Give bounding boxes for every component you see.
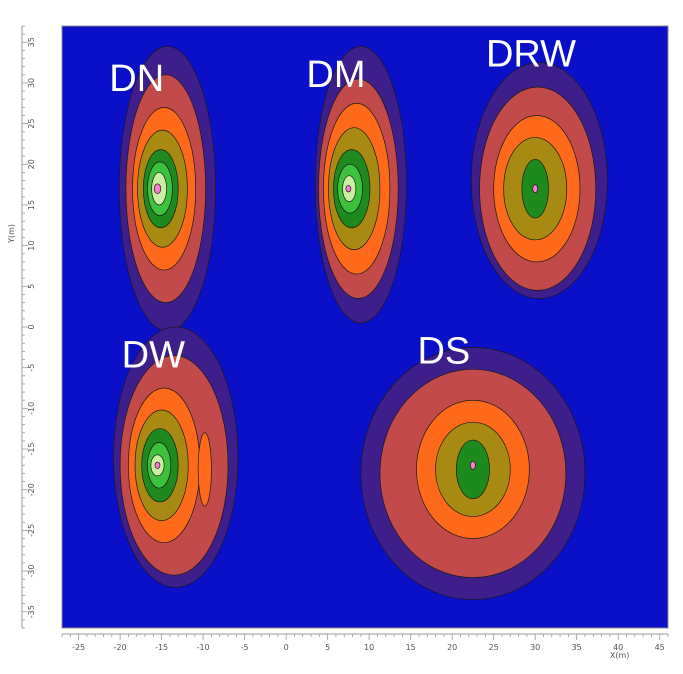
contour-level-dw-8 xyxy=(154,461,161,469)
y-axis-label: Y(m) xyxy=(7,224,16,244)
x-tick-label: 35 xyxy=(572,643,582,652)
y-tick-label: 10 xyxy=(27,241,36,251)
y-tick-label: -25 xyxy=(27,524,36,537)
contour-region-dm xyxy=(314,45,407,324)
y-tick-label: 35 xyxy=(27,37,36,47)
y-tick-label: -10 xyxy=(27,402,36,415)
region-label-dw: DW xyxy=(122,335,185,377)
x-tick-label: -10 xyxy=(197,643,210,652)
region-label-drw: DRW xyxy=(486,34,576,76)
region-labels: DN DM DRW DW DS xyxy=(109,34,576,377)
y-tick-label: -30 xyxy=(27,565,36,578)
contour-regions xyxy=(113,45,608,600)
y-tick-label: 20 xyxy=(27,159,36,169)
y-tick-label: 15 xyxy=(27,200,36,210)
x-tick-label: -25 xyxy=(72,643,85,652)
x-tick-label: 20 xyxy=(447,643,457,652)
x-tick-label: 15 xyxy=(406,643,416,652)
x-tick-label: 25 xyxy=(489,643,499,652)
contour-region-drw xyxy=(470,62,608,299)
y-tick-label: 0 xyxy=(27,324,36,329)
x-axis-label: X(m) xyxy=(610,651,630,660)
region-label-dn: DN xyxy=(109,58,164,100)
contour-level-dm-8 xyxy=(345,185,352,193)
x-tick-label: 0 xyxy=(284,643,289,652)
contour-level-drw-6 xyxy=(532,184,539,194)
x-tick-label: 45 xyxy=(655,643,665,652)
y-tick-label: 30 xyxy=(27,78,36,88)
contour-level-ds-6 xyxy=(470,460,476,470)
x-tick-label: -15 xyxy=(155,643,168,652)
y-axis: 35 30 25 20 15 10 5 0 -5 -10 -15 -20 -25 -30 -35 xyxy=(21,25,36,629)
region-label-ds: DS xyxy=(417,331,470,373)
x-tick-label: 10 xyxy=(364,643,374,652)
y-tick-label: -35 xyxy=(27,605,36,618)
plot-frame xyxy=(61,25,669,629)
y-tick-label: 25 xyxy=(27,119,36,129)
contour-level-dn-8 xyxy=(153,183,162,194)
x-tick-label: 40 xyxy=(613,643,623,652)
y-tick-label: -15 xyxy=(27,442,36,455)
x-tick-label: 30 xyxy=(530,643,540,652)
x-tick-label: -5 xyxy=(241,643,249,652)
contour-region-dw xyxy=(113,326,239,588)
y-tick-label: -5 xyxy=(27,364,36,372)
contour-blob-1 xyxy=(197,432,212,507)
y-tick-label: 5 xyxy=(27,284,36,289)
contour-region-ds xyxy=(360,346,586,600)
y-tick-label: -20 xyxy=(27,483,36,496)
contour-region-dn xyxy=(118,45,216,332)
x-tick-label: -20 xyxy=(114,643,127,652)
region-label-dm: DM xyxy=(306,54,365,96)
x-tick-label: 5 xyxy=(325,643,330,652)
x-axis: -25 -20 -15 -10 -5 0 5 10 15 20 25 30 35 40 45 xyxy=(61,633,669,652)
